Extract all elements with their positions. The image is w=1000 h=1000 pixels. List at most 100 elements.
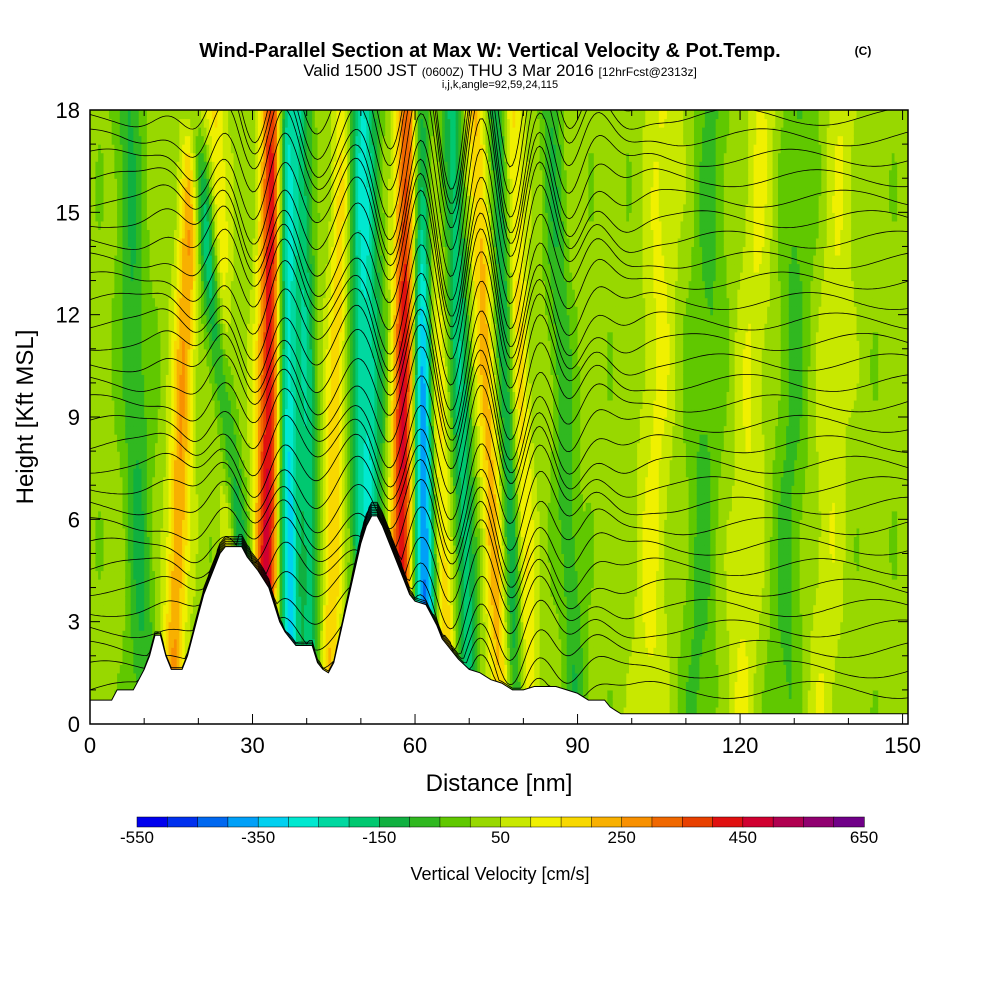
velocity-cell xyxy=(133,178,137,188)
velocity-cell xyxy=(106,579,110,589)
velocity-cell xyxy=(168,110,172,120)
velocity-cell xyxy=(111,152,115,162)
velocity-cell xyxy=(133,357,137,367)
velocity-cell xyxy=(136,655,140,665)
velocity-cell xyxy=(190,382,194,393)
velocity-cell xyxy=(100,425,105,435)
velocity-cell xyxy=(117,561,121,572)
velocity-cell xyxy=(203,127,208,137)
velocity-cell xyxy=(111,331,115,341)
velocity-cell xyxy=(103,195,107,205)
velocity-cell xyxy=(155,485,159,495)
velocity-cell xyxy=(201,510,205,520)
velocity-cell xyxy=(201,434,205,444)
velocity-cell xyxy=(100,263,105,273)
velocity-cell xyxy=(182,246,186,256)
velocity-cell xyxy=(141,331,145,341)
velocity-cell xyxy=(125,510,129,520)
velocity-cell xyxy=(117,357,121,367)
velocity-cell xyxy=(173,280,178,290)
velocity-cell xyxy=(114,152,118,162)
velocity-cell xyxy=(176,510,180,520)
velocity-cell xyxy=(152,161,156,171)
velocity-cell xyxy=(141,195,145,205)
velocity-cell xyxy=(192,399,197,410)
velocity-cell xyxy=(103,442,107,452)
velocity-cell xyxy=(203,519,208,529)
velocity-cell xyxy=(125,195,129,205)
velocity-cell xyxy=(160,613,164,623)
velocity-cell xyxy=(152,135,156,145)
velocity-cell xyxy=(179,127,183,137)
velocity-cell xyxy=(168,655,172,665)
velocity-cell xyxy=(182,579,186,589)
velocity-cell xyxy=(127,570,132,580)
velocity-cell xyxy=(125,553,129,563)
velocity-cell xyxy=(190,169,194,179)
velocity-cell xyxy=(138,647,143,657)
velocity-cell xyxy=(125,152,129,162)
velocity-cell xyxy=(211,306,216,316)
velocity-cell xyxy=(136,468,140,478)
velocity-cell xyxy=(182,536,186,546)
velocity-cell xyxy=(187,527,191,537)
velocity-cell xyxy=(168,178,172,188)
velocity-cell xyxy=(92,169,97,179)
velocity-cell xyxy=(103,527,107,537)
velocity-cell xyxy=(108,203,113,213)
velocity-cell xyxy=(92,527,97,537)
velocity-cell xyxy=(111,689,115,700)
velocity-cell xyxy=(201,152,205,162)
velocity-cell xyxy=(106,340,110,350)
velocity-cell xyxy=(160,365,164,375)
velocity-cell xyxy=(122,510,126,520)
velocity-cell xyxy=(138,323,143,333)
velocity-cell xyxy=(192,451,197,461)
velocity-cell xyxy=(179,169,183,179)
velocity-cell xyxy=(114,178,118,188)
velocity-cell xyxy=(173,365,178,375)
velocity-cell xyxy=(95,425,99,435)
velocity-cell xyxy=(201,127,205,137)
velocity-cell xyxy=(192,365,197,375)
velocity-cell xyxy=(130,323,134,333)
velocity-cell xyxy=(127,365,132,375)
velocity-cell xyxy=(103,493,107,503)
velocity-cell xyxy=(176,647,180,657)
velocity-cell xyxy=(184,502,189,512)
velocity-cell xyxy=(95,621,99,631)
velocity-cell xyxy=(136,382,140,393)
velocity-cell xyxy=(201,399,205,410)
velocity-cell xyxy=(133,408,137,418)
velocity-cell xyxy=(187,374,191,384)
velocity-cell xyxy=(168,323,172,333)
velocity-cell xyxy=(141,169,145,179)
velocity-cell xyxy=(100,272,105,282)
velocity-cell xyxy=(133,212,137,222)
velocity-cell xyxy=(138,254,143,265)
velocity-cell xyxy=(163,485,167,495)
velocity-cell xyxy=(176,323,180,333)
velocity-cell xyxy=(130,638,134,648)
velocity-cell xyxy=(165,604,170,614)
velocity-cell xyxy=(157,169,162,179)
velocity-cell xyxy=(190,306,194,316)
velocity-cell xyxy=(201,297,205,307)
velocity-cell xyxy=(146,502,151,512)
velocity-cell xyxy=(160,144,164,154)
velocity-cell xyxy=(195,408,199,418)
velocity-cell xyxy=(173,348,178,358)
velocity-cell xyxy=(171,280,175,290)
velocity-cell xyxy=(211,237,216,248)
velocity-cell xyxy=(144,178,148,188)
velocity-cell xyxy=(95,161,99,171)
velocity-cell xyxy=(201,459,205,469)
velocity-cell xyxy=(192,374,197,384)
velocity-cell xyxy=(203,144,208,154)
velocity-cell xyxy=(149,195,153,205)
velocity-cell xyxy=(144,553,148,563)
velocity-cell xyxy=(187,561,191,572)
velocity-cell xyxy=(187,357,191,367)
velocity-cell xyxy=(184,254,189,265)
velocity-cell xyxy=(122,587,126,597)
